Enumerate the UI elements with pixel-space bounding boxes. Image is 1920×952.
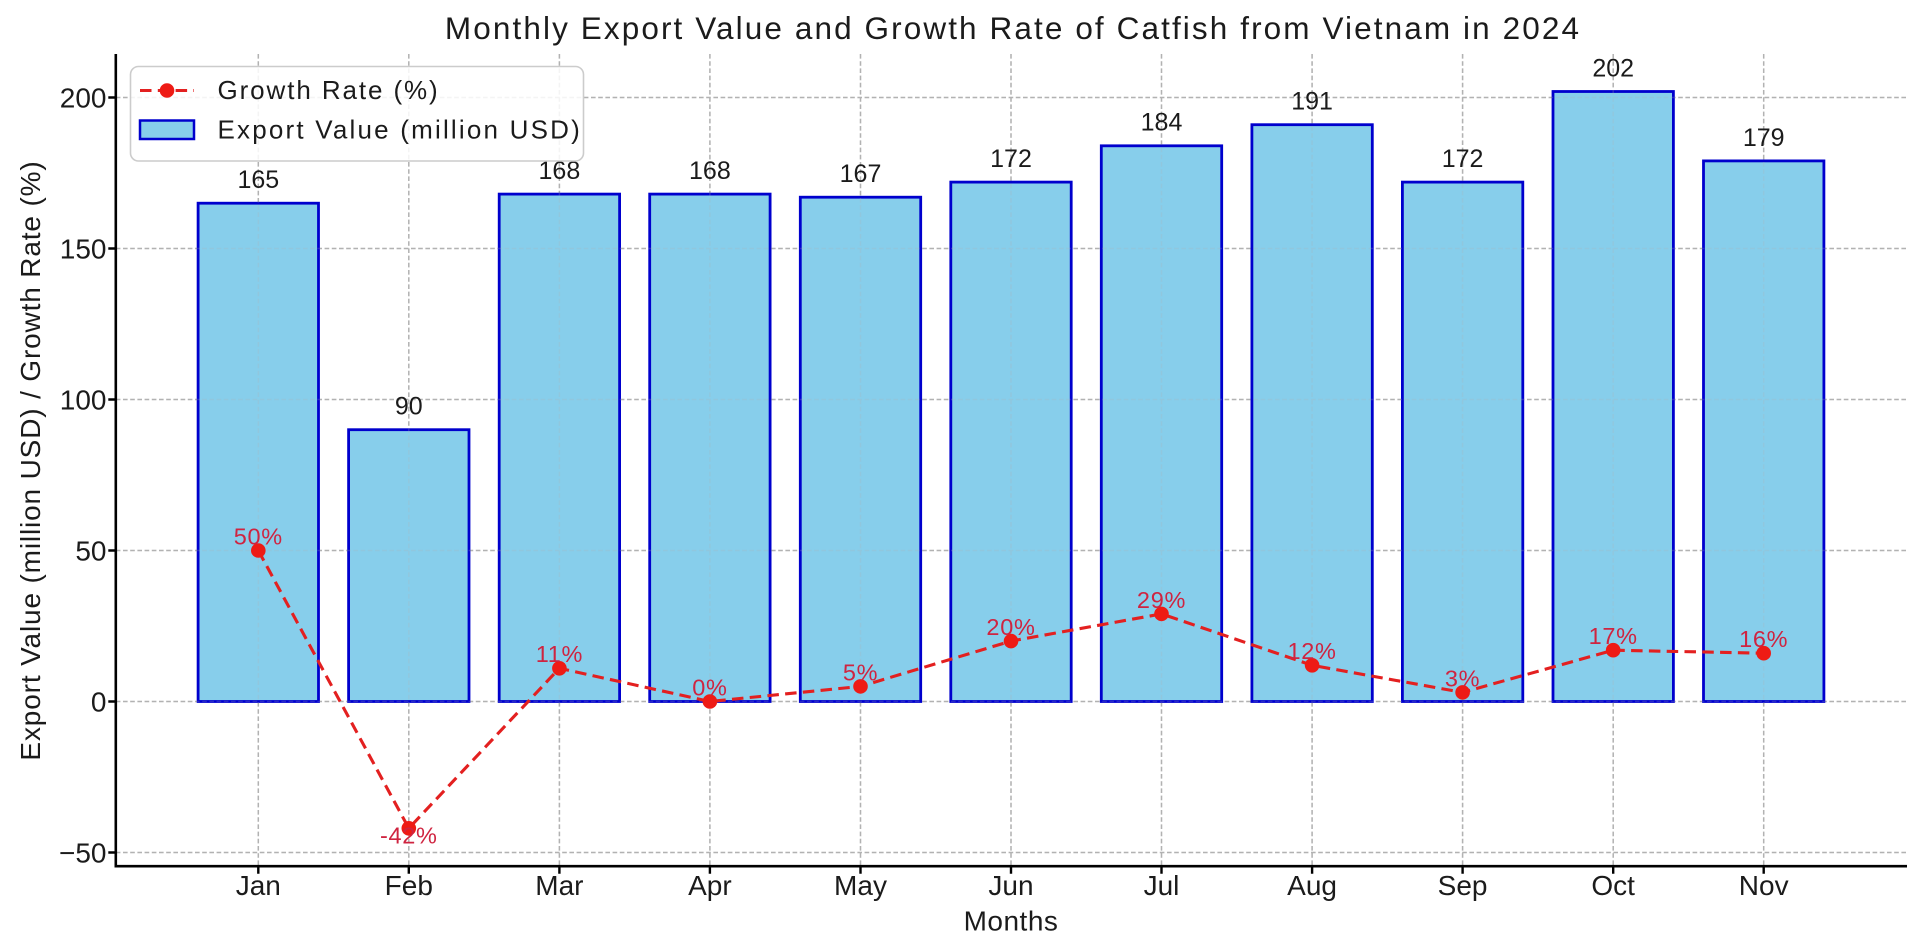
svg-text:Apr: Apr <box>688 870 732 901</box>
svg-text:Monthly Export Value and Growt: Monthly Export Value and Growth Rate of … <box>445 10 1581 46</box>
svg-text:191: 191 <box>1291 88 1333 116</box>
svg-text:3%: 3% <box>1445 665 1480 691</box>
svg-text:29%: 29% <box>1137 587 1186 613</box>
svg-text:May: May <box>834 870 887 901</box>
svg-text:Months: Months <box>964 906 1059 937</box>
svg-text:Jan: Jan <box>236 870 281 901</box>
svg-text:20%: 20% <box>986 614 1035 640</box>
svg-text:Oct: Oct <box>1591 870 1635 901</box>
svg-text:Growth Rate (%): Growth Rate (%) <box>218 75 440 105</box>
svg-text:Export Value (million USD) / G: Export Value (million USD) / Growth Rate… <box>15 160 46 760</box>
svg-text:11%: 11% <box>536 641 583 667</box>
svg-text:168: 168 <box>689 157 731 185</box>
svg-text:90: 90 <box>395 393 423 421</box>
svg-text:5%: 5% <box>843 659 878 685</box>
svg-text:12%: 12% <box>1288 638 1337 664</box>
svg-text:Sep: Sep <box>1438 870 1488 901</box>
svg-text:100: 100 <box>60 385 107 416</box>
svg-text:200: 200 <box>60 83 107 114</box>
svg-text:Aug: Aug <box>1287 870 1337 901</box>
svg-text:0%: 0% <box>692 675 727 701</box>
svg-text:17%: 17% <box>1589 623 1638 649</box>
svg-text:50%: 50% <box>234 524 283 550</box>
svg-text:-42%: -42% <box>380 822 438 848</box>
svg-text:Jul: Jul <box>1144 870 1180 901</box>
svg-text:Export Value (million USD): Export Value (million USD) <box>218 115 582 145</box>
svg-text:Mar: Mar <box>535 870 583 901</box>
svg-text:0: 0 <box>91 687 107 718</box>
svg-text:165: 165 <box>237 166 279 194</box>
svg-text:172: 172 <box>1442 145 1484 173</box>
svg-text:167: 167 <box>840 160 882 188</box>
svg-text:179: 179 <box>1743 124 1785 152</box>
svg-text:Feb: Feb <box>385 870 433 901</box>
svg-text:150: 150 <box>60 234 107 265</box>
svg-text:−50: −50 <box>59 838 107 869</box>
svg-text:184: 184 <box>1141 109 1183 137</box>
svg-text:16%: 16% <box>1739 626 1788 652</box>
svg-text:202: 202 <box>1592 54 1634 82</box>
svg-text:50: 50 <box>75 536 106 567</box>
svg-text:172: 172 <box>990 145 1032 173</box>
svg-text:Nov: Nov <box>1739 870 1789 901</box>
svg-text:Jun: Jun <box>988 870 1033 901</box>
